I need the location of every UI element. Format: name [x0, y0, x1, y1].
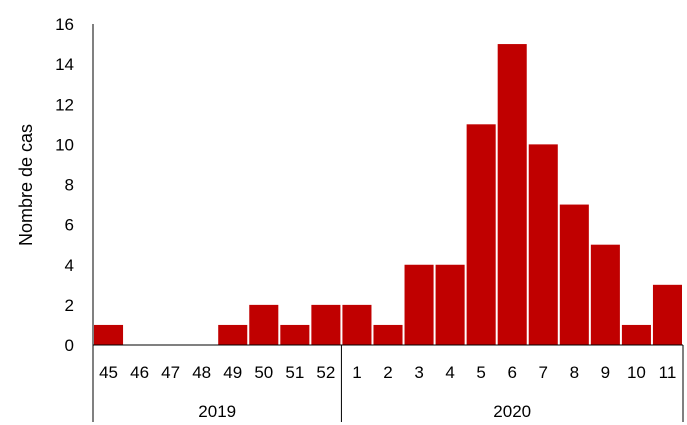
x-tick-label: 46	[130, 363, 149, 382]
bar-52	[311, 304, 341, 345]
x-tick-label: 47	[161, 363, 180, 382]
y-ticks: 0 2 4 6 8 10 12 14 16	[55, 15, 74, 355]
bar-45	[94, 324, 124, 345]
bar-51	[280, 324, 310, 345]
x-tick-label: 48	[192, 363, 211, 382]
x-tick-label: 10	[627, 363, 646, 382]
y-tick-label: 2	[65, 296, 74, 315]
x-group-label: 2020	[493, 402, 531, 421]
y-tick-label: 0	[65, 336, 74, 355]
bar-10	[621, 324, 651, 345]
bar-3	[404, 264, 434, 345]
y-tick-label: 10	[55, 135, 74, 154]
axes	[92, 24, 683, 346]
y-tick-label: 14	[55, 55, 74, 74]
x-tick-label: 49	[223, 363, 242, 382]
bar-11	[652, 284, 682, 345]
y-tick-label: 6	[65, 216, 74, 235]
bar-1	[342, 304, 372, 345]
bar-50	[249, 304, 279, 345]
x-tick-label: 51	[285, 363, 304, 382]
bar-2	[373, 324, 403, 345]
x-tick-label: 6	[507, 363, 516, 382]
bars	[94, 44, 682, 345]
bar-5	[466, 124, 496, 345]
x-tick-label: 4	[445, 363, 454, 382]
x-tick-label: 9	[601, 363, 610, 382]
bar-49	[218, 324, 248, 345]
bar-4	[435, 264, 465, 345]
y-tick-label: 16	[55, 15, 74, 34]
y-tick-label: 12	[55, 95, 74, 114]
bar-6	[497, 44, 527, 345]
y-tick-label: 8	[65, 176, 74, 195]
x-tick-label: 45	[99, 363, 118, 382]
x-tick-label: 1	[352, 363, 361, 382]
x-groups: 2019 2020	[92, 345, 684, 422]
x-tick-label: 11	[659, 363, 677, 382]
x-tick-label: 5	[476, 363, 485, 382]
x-categories: 45 46 47 48 49 50 51 52 1 2 3 4 5 6 7 8 9 10 11	[99, 363, 676, 382]
x-tick-label: 7	[539, 363, 548, 382]
x-tick-label: 8	[570, 363, 579, 382]
bar-9	[590, 244, 620, 345]
x-tick-label: 52	[316, 363, 335, 382]
y-axis-label: Nombre de cas	[16, 124, 36, 246]
bar-7	[528, 144, 558, 345]
x-tick-label: 2	[383, 363, 392, 382]
x-tick-label: 50	[254, 363, 273, 382]
x-tick-label: 3	[414, 363, 423, 382]
y-tick-label: 4	[65, 256, 74, 275]
x-group-label: 2019	[198, 402, 236, 421]
bar-8	[559, 204, 589, 345]
